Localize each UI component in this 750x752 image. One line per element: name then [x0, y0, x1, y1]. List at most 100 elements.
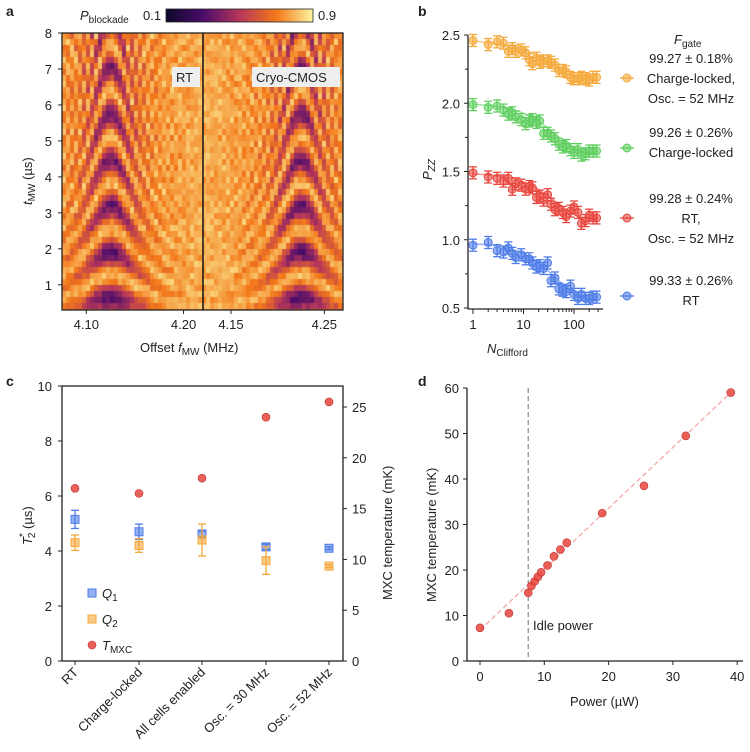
data-point — [483, 237, 493, 247]
legend-label: 99.26 ± 0.26% — [649, 125, 733, 140]
y-tick-label-d: 30 — [445, 518, 459, 533]
panel-b: 0.5 1.0 1.5 2.0 2.5 1 10 100 NClifford PZZ Fgat… — [420, 28, 735, 359]
y-tick-label-right-c: 25 — [352, 400, 366, 415]
data-point — [483, 102, 493, 112]
y-tick-label-a: 6 — [45, 98, 52, 113]
data-point — [527, 183, 537, 193]
legend-marker — [622, 143, 632, 153]
x-tick-label-c: Osc. = 52 MHz — [263, 665, 335, 737]
data-point — [556, 545, 565, 554]
subplot-label-rt: RT — [176, 70, 193, 85]
x-tick-label-c: Charge-locked — [75, 665, 145, 735]
y-axis-label-right-c: MXC temperature (mK) — [380, 466, 395, 600]
y-tick-label-c: 4 — [45, 544, 52, 559]
x-axis-label-b: NClifford — [487, 341, 528, 359]
y-tick-label-a: 4 — [45, 170, 52, 185]
fit-curve — [472, 242, 597, 301]
data-point — [475, 623, 485, 633]
data-point — [543, 258, 553, 268]
label-bg-cryo — [252, 67, 340, 87]
y-tick-label-c: 6 — [45, 489, 52, 504]
x-tick-label-c: Osc. = 30 MHz — [200, 665, 272, 737]
legend-marker — [622, 291, 632, 301]
data-point-circle — [197, 473, 207, 483]
data-point-circle — [261, 412, 271, 422]
data-point-square — [324, 543, 334, 553]
data-point — [504, 608, 514, 618]
y-tick-label-b: 1.0 — [442, 233, 460, 248]
y-tick-label-b: 0.5 — [442, 301, 460, 316]
data-point-circle — [134, 489, 144, 498]
y-axis-label-c: T*2 (µs) — [18, 506, 38, 545]
data-point — [726, 388, 736, 397]
y-tick-label-c: 2 — [45, 599, 52, 614]
x-tick-label-d: 0 — [476, 669, 483, 684]
data-point — [639, 481, 649, 491]
x-tick-label-a: 4.15 — [218, 317, 243, 332]
data-point — [503, 173, 513, 183]
y-tick-label-right-c: 5 — [352, 603, 359, 618]
data-point-square — [324, 561, 334, 571]
y-tick-label-a: 8 — [45, 26, 52, 41]
subplot-label-cryo: Cryo-CMOS — [256, 70, 327, 85]
data-point — [592, 292, 602, 302]
legend-label: 99.27 ± 0.18% — [649, 51, 733, 66]
y-axis-label-d: MXC temperature (mK) — [424, 468, 439, 602]
colorbar-max: 0.9 — [318, 8, 336, 23]
legend-label: TMXC — [102, 638, 132, 656]
y-tick-label-a: 1 — [45, 278, 52, 293]
x-tick-label-c: RT — [58, 664, 81, 687]
data-point — [592, 146, 602, 156]
panel-label-b: b — [418, 3, 427, 19]
y-tick-label-d: 60 — [445, 381, 459, 396]
legend-label: Osc. = 52 MHz — [648, 231, 734, 246]
legend-label: 99.33 ± 0.26% — [649, 273, 733, 288]
x-axis-label-a: Offset fMW (MHz) — [140, 340, 238, 358]
panel-label-a: a — [6, 3, 14, 19]
data-point-square — [134, 527, 144, 537]
x-tick-label-b: 100 — [563, 317, 585, 332]
y-tick-label-right-c: 0 — [352, 654, 359, 669]
data-point — [549, 552, 559, 561]
y-tick-label-b: 2.5 — [442, 28, 460, 43]
y-tick-label-a: 5 — [45, 134, 52, 149]
data-point — [543, 190, 553, 200]
y-tick-label-b: 2.0 — [442, 96, 460, 111]
legend-title-b: Fgate — [674, 32, 702, 50]
y-tick-label-a: 2 — [45, 242, 52, 257]
panel-label-c: c — [6, 373, 14, 389]
y-tick-label-c: 8 — [45, 434, 52, 449]
data-point — [483, 40, 493, 50]
y-tick-label-d: 10 — [445, 609, 459, 624]
data-point-square — [70, 514, 80, 524]
data-point-square — [261, 556, 271, 566]
y-tick-label-c: 0 — [45, 654, 52, 669]
y-tick-label-d: 20 — [445, 563, 459, 578]
data-point-circle — [324, 397, 334, 407]
legend-marker — [622, 213, 632, 223]
y-tick-label-b: 1.5 — [442, 165, 460, 180]
data-point — [536, 567, 546, 577]
x-tick-label-b: 1 — [469, 317, 476, 332]
y-axis-label-b: PZZ — [420, 158, 438, 180]
y-tick-label-d: 0 — [452, 654, 459, 669]
x-tick-label-a: 4.10 — [74, 317, 99, 332]
data-point-square — [134, 541, 144, 550]
data-point — [492, 101, 502, 111]
x-tick-label-a: 4.20 — [171, 317, 196, 332]
panel-label-d: d — [418, 373, 427, 389]
legend-label: Charge-locked, — [647, 71, 735, 86]
legend-marker — [87, 614, 97, 624]
legend-label: RT — [682, 293, 699, 308]
data-point — [468, 100, 478, 110]
data-point — [681, 431, 691, 441]
x-tick-label-d: 20 — [601, 669, 615, 684]
y-tick-label-right-c: 10 — [352, 552, 366, 567]
annotation-idle-power: Idle power — [533, 618, 594, 633]
data-point — [592, 213, 602, 223]
data-point-square — [197, 535, 207, 545]
panel-d: 0 10 20 30 40 50 60 0 10 20 30 40 Power (µW) MXC te… — [424, 381, 744, 709]
y-tick-label-right-c: 20 — [352, 451, 366, 466]
legend-label: Osc. = 52 MHz — [648, 91, 734, 106]
